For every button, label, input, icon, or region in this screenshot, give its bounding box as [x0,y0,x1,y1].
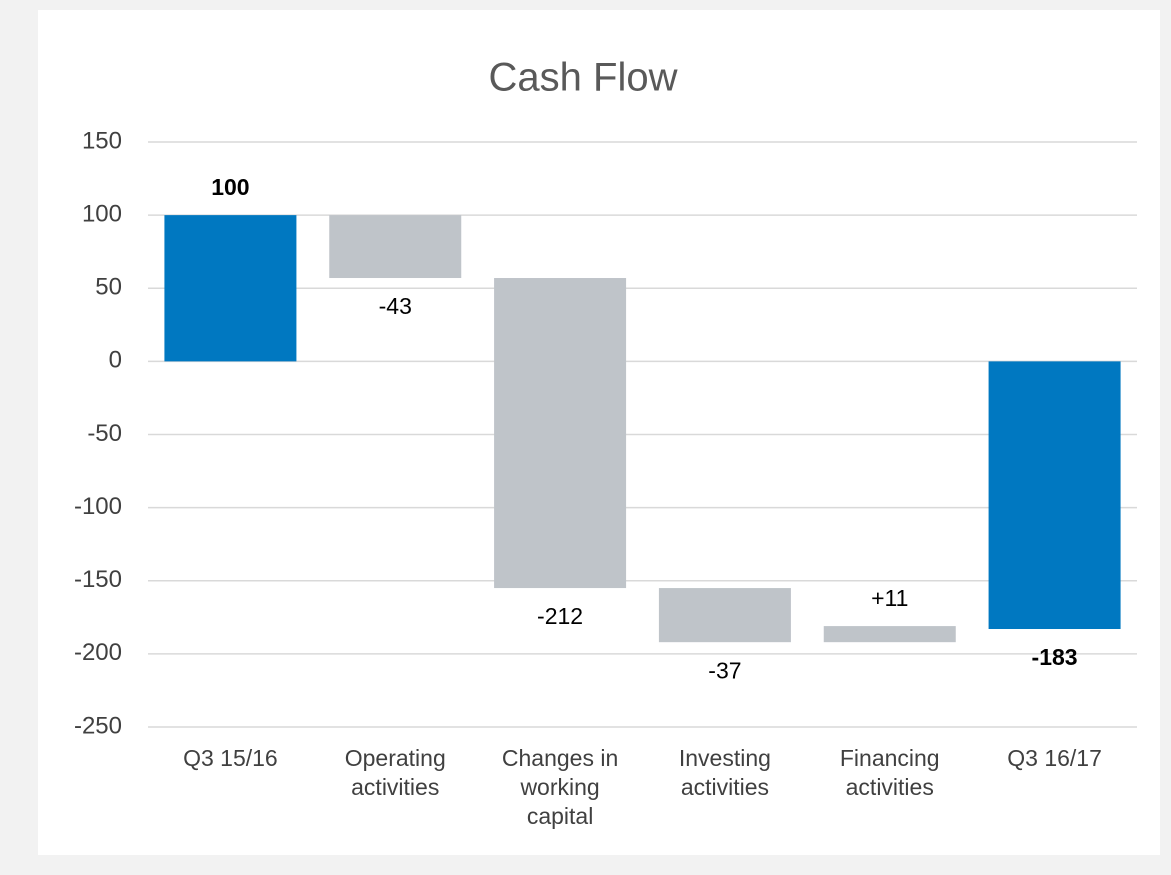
value-label: -212 [537,603,583,629]
bar [658,588,791,643]
bar [164,215,297,362]
x-tick-label: Investing activities [679,745,771,800]
x-tick-label: Changes in working capital [502,745,618,829]
x-tick-label: Q3 16/17 [1007,745,1102,771]
y-tick-label: 100 [82,200,122,227]
bar [329,215,462,279]
chart-title: Cash Flow [489,56,678,100]
x-tick-label: Operating activities [345,745,446,800]
y-tick-label: -50 [87,420,122,447]
value-label: -37 [708,657,741,683]
x-tick-label: Financing activities [840,745,940,800]
y-tick-label: -100 [74,493,122,520]
y-tick-label: -200 [74,639,122,666]
y-tick-label: -250 [74,712,122,739]
value-label: 100 [211,174,249,200]
y-tick-label: -150 [74,566,122,593]
value-label: -43 [379,293,412,319]
value-label: +11 [871,585,908,611]
bar [823,626,956,643]
y-tick-label: 0 [109,347,122,374]
bar [494,278,627,589]
value-label: -183 [1032,644,1078,670]
x-tick-label: Q3 15/16 [183,745,278,771]
y-tick-label: 150 [82,127,122,154]
y-tick-label: 50 [95,274,122,301]
bar [988,361,1121,630]
